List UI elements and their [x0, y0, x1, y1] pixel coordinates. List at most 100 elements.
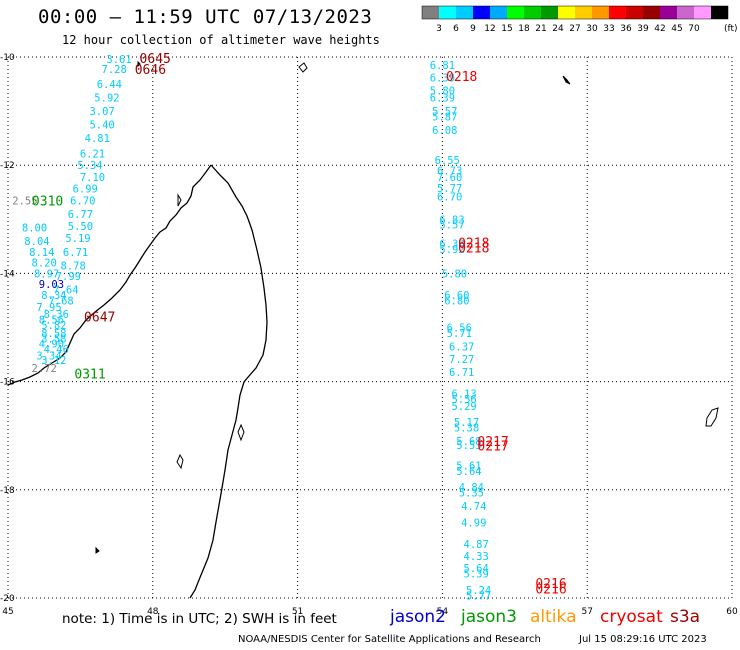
color-scale-label: 36 [620, 24, 632, 34]
x-tick-label: 51 [292, 607, 303, 617]
wave-height-label: 4.87 [464, 539, 489, 551]
wave-height-label: 5.77 [437, 183, 462, 195]
satellite-label-s3a: s3a [670, 607, 701, 627]
x-tick-label: 54 [437, 607, 449, 617]
color-scale-label: 15 [501, 24, 512, 34]
wave-height-label: 7.10 [80, 172, 105, 184]
wave-height-label: 6.83 [439, 214, 464, 226]
wave-height-label: 6.37 [449, 341, 474, 353]
wave-height-label: 8.56 [39, 314, 64, 326]
credit-timestamp: Jul 15 08:29:16 UTC 2023 [579, 634, 707, 645]
satellite-label-altika: altika [530, 607, 577, 627]
color-scale-swatch [626, 6, 643, 19]
wave-height-label: 8.20 [32, 258, 57, 270]
pass-time-label: 0217 [477, 435, 508, 450]
color-scale-swatch [456, 6, 473, 19]
wave-height-label: 5.64 [464, 563, 489, 575]
color-scale-swatch [592, 6, 609, 19]
satellite-label-jason2: jason2 [390, 607, 446, 627]
pass-time-label: 0217 [477, 439, 508, 454]
color-scale-swatch [473, 6, 490, 19]
wave-height-label: 8.00 [22, 222, 47, 234]
color-scale-label: 6 [453, 24, 459, 34]
y-tick-label: -18 [0, 486, 15, 496]
wave-height-label: 5.68 [456, 436, 481, 448]
wave-height-label: 4.81 [85, 133, 110, 145]
wave-height-label: 6.71 [63, 247, 88, 259]
color-scale-swatch [694, 6, 711, 19]
wave-height-label: 6.80 [444, 295, 469, 307]
wave-height-label: 2.72 [32, 363, 57, 375]
wave-height-label: 6.99 [73, 183, 98, 195]
pass-time-label: 0645 [140, 52, 171, 67]
wave-height-label: 5.80 [430, 86, 455, 98]
wave-height-label: 4.84 [459, 482, 484, 494]
wave-height-label: 8.78 [61, 260, 86, 272]
color-scale-label: 39 [637, 24, 649, 34]
pass-time-labels: 0645064603100647031102180218021802170217… [32, 52, 567, 597]
color-scale-label: 21 [535, 24, 546, 34]
color-scale-swatch [711, 6, 728, 19]
color-scale-swatch [439, 6, 456, 19]
y-tick-label: -16 [0, 378, 15, 388]
wave-height-label: 7.28 [102, 64, 127, 76]
wave-height-label: 3.61 [106, 54, 131, 66]
wave-height-label: 6.73 [437, 166, 462, 178]
color-scale-label: 3 [436, 24, 442, 34]
wave-height-label: 6.60 [444, 290, 469, 302]
wave-height-label: 5.56 [451, 394, 476, 406]
color-scale-swatch [609, 6, 626, 19]
wave-height-label: 5.29 [451, 401, 476, 413]
wave-height-label: 7.95 [36, 302, 61, 314]
wave-height-label: 4.90 [39, 339, 64, 351]
lat-lon-grid [7, 56, 733, 599]
color-scale-label: 12 [484, 24, 495, 34]
wave-height-label: 6.44 [97, 79, 122, 91]
wave-height-label: 5.50 [68, 221, 93, 233]
color-scale-border [421, 5, 729, 20]
wave-height-label: 8.34 [41, 290, 66, 302]
map-title: 00:00 – 11:59 UTC 07/13/2023 [38, 6, 373, 28]
color-scale-swatch [507, 6, 524, 19]
madagascar-coastline [7, 60, 719, 599]
wave-height-label: 4.74 [461, 501, 486, 513]
wave-height-label: 3.12 [41, 355, 66, 367]
color-scale-swatch [541, 6, 558, 19]
color-scale-label: 30 [586, 24, 598, 34]
color-scale-swatch [490, 6, 507, 19]
wave-height-label: 3.34 [36, 351, 61, 363]
pass-time-label: 0218 [458, 241, 489, 256]
color-scale-swatch [422, 6, 439, 19]
y-tick-label: -20 [0, 594, 15, 604]
x-tick-label: 48 [147, 607, 159, 617]
wave-height-label: 5.57 [432, 106, 457, 118]
wave-height-label: 5.64 [456, 466, 481, 478]
wave-height-label: 8.97 [34, 268, 59, 280]
wave-height-label: 5.92 [439, 244, 464, 256]
wave-height-label: 6.71 [449, 367, 474, 379]
wave-height-labels: 3.617.286.445.923.075.404.816.215.347.10… [12, 54, 491, 602]
pass-time-label: 0310 [32, 194, 63, 209]
wave-height-label: 7.64 [53, 285, 78, 297]
wave-height-label: 7.27 [449, 354, 474, 366]
color-scale-swatch [524, 6, 541, 19]
pass-time-label: 0647 [84, 311, 115, 326]
color-scale-label: 45 [671, 24, 682, 34]
pass-time-label: 0216 [535, 577, 566, 592]
wave-height-label: 6.38 [439, 239, 464, 251]
wave-height-label: 8.58 [41, 328, 66, 340]
wave-height-label: 5.34 [77, 160, 102, 172]
wave-height-label: 6.81 [430, 60, 455, 72]
color-scale-swatch [575, 6, 592, 19]
wave-height-label: 5.24 [466, 585, 491, 597]
map-subtitle: 12 hour collection of altimeter wave hei… [62, 33, 380, 47]
wave-height-label: 5.57 [439, 220, 464, 232]
color-scale-label: 27 [569, 24, 580, 34]
wave-height-label: 5.92 [94, 93, 119, 105]
wave-height-label: 5.35 [459, 488, 484, 500]
wave-height-label: 7.68 [48, 295, 73, 307]
x-tick-label: 45 [2, 607, 13, 617]
wave-height-label: 7.60 [437, 172, 462, 184]
pass-time-label: 0218 [446, 70, 477, 85]
wave-height-label: 8.04 [24, 236, 49, 248]
